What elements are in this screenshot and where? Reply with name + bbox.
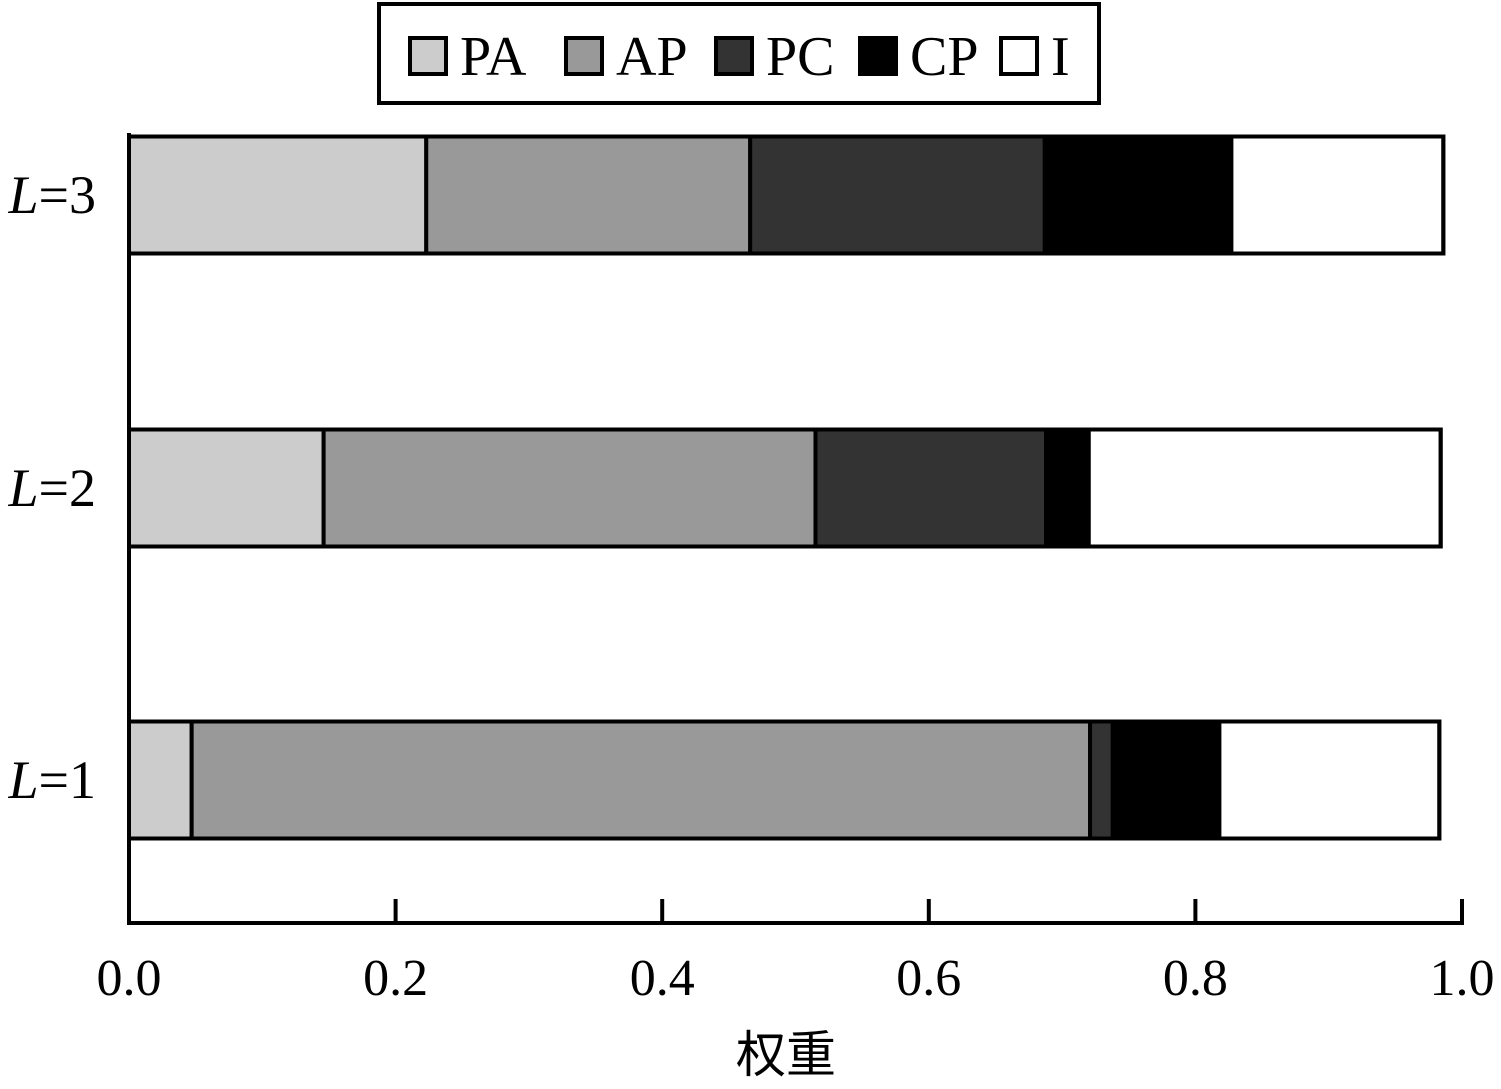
legend-swatch-cp xyxy=(858,36,898,76)
legend-label-pc: PC xyxy=(766,26,835,88)
category-label-3: L=3 xyxy=(7,165,96,225)
x-tick-label-3: 0.6 xyxy=(896,950,961,1007)
legend-swatch-pa xyxy=(408,36,448,76)
bar-segment-ap-cat-1 xyxy=(189,719,1093,841)
labels: L=1 L=2 L=3 0.0 0.2 0.4 0.6 0.8 1.0 权重 xyxy=(7,165,1494,1084)
bar-segment-pa-cat-3 xyxy=(127,134,429,256)
legend-label-cp: CP xyxy=(910,26,979,88)
x-tick-label-1: 0.2 xyxy=(363,950,428,1007)
bar-segment-i-cat-3 xyxy=(1229,134,1446,256)
x-tick-label-4: 0.8 xyxy=(1163,950,1228,1007)
legend-label-ap: AP xyxy=(616,26,688,88)
bar-segment-cp-cat-1 xyxy=(1110,719,1222,841)
bars xyxy=(127,134,1446,841)
bar-segment-ap-cat-2 xyxy=(321,427,818,549)
x-axis-label: 权重 xyxy=(736,1026,836,1084)
axes xyxy=(127,133,1464,925)
bar-segment-cp-cat-3 xyxy=(1042,134,1234,256)
legend-swatch-pc xyxy=(714,36,754,76)
bar-segment-i-cat-1 xyxy=(1217,719,1442,841)
x-tick-label-5: 1.0 xyxy=(1430,950,1495,1007)
x-tick-label-0: 0.0 xyxy=(97,950,162,1007)
x-tick-label-2: 0.4 xyxy=(630,950,695,1007)
legend-label-i: I xyxy=(1051,26,1070,88)
category-label-2: L=2 xyxy=(7,458,96,518)
legend-swatch-ap xyxy=(564,36,604,76)
bar-segment-pc-cat-3 xyxy=(748,134,1047,256)
bar-segment-cp-cat-2 xyxy=(1044,427,1091,549)
bar-segment-pa-cat-2 xyxy=(127,427,326,549)
bar-segment-pa-cat-1 xyxy=(127,719,194,841)
legend-swatch-i xyxy=(999,36,1039,76)
bar-segment-pc-cat-2 xyxy=(813,427,1049,549)
category-label-1: L=1 xyxy=(7,750,96,810)
bar-segment-ap-cat-3 xyxy=(424,134,753,256)
bar-segment-i-cat-2 xyxy=(1086,427,1443,549)
legend-label-pa: PA xyxy=(460,26,527,88)
legend: PA AP PC CP I xyxy=(377,2,1101,105)
bar-segment-pc-cat-1 xyxy=(1088,719,1115,841)
